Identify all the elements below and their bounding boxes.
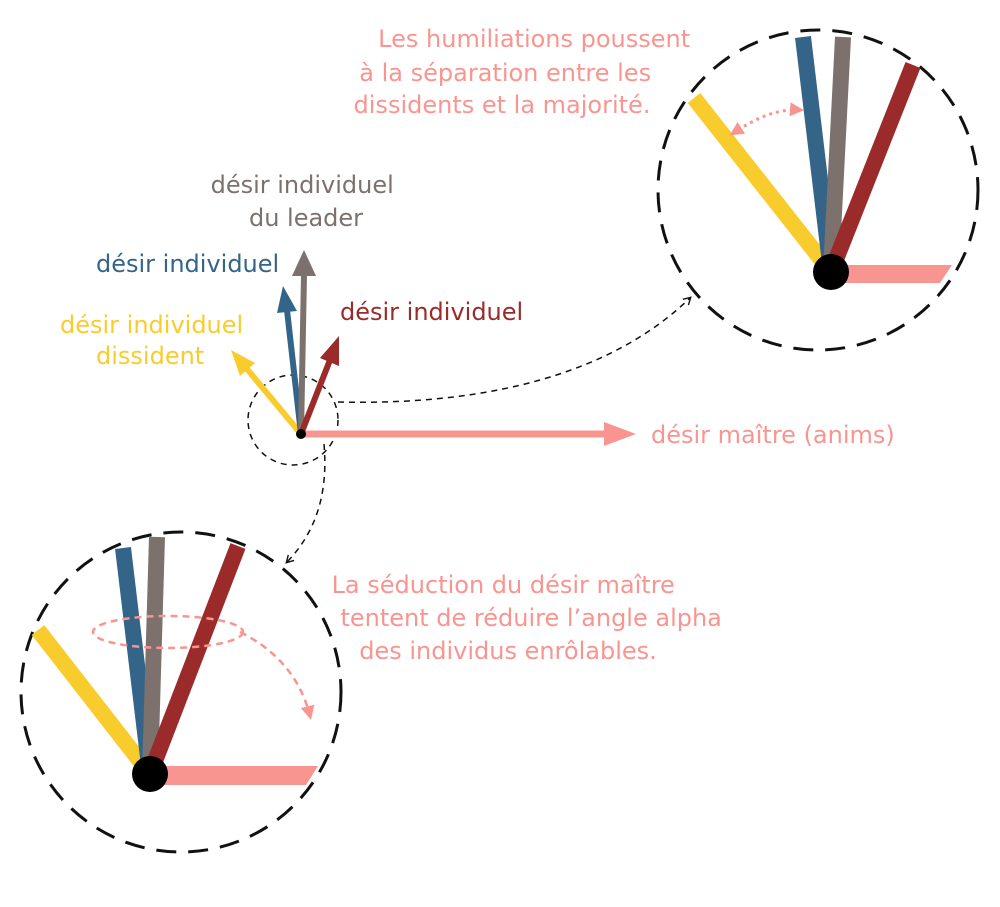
red-desire-label: désir individuel <box>340 298 523 326</box>
blue-desire-label: désir individuel <box>96 250 279 278</box>
connector-to-bottom-circle <box>285 443 326 564</box>
connector-to-top-circle <box>337 296 692 404</box>
vector-labels: désir individuel du leader désir individ… <box>60 171 895 449</box>
central-vectors <box>231 250 636 466</box>
zoom-top-master-bar <box>832 265 952 283</box>
zoom-bottom-leader-bar <box>142 536 165 775</box>
leader-desire-label: désir individuel du leader <box>211 171 402 232</box>
seduction-orbit <box>91 614 245 650</box>
dissident-desire-arrow-shaft <box>244 367 304 436</box>
zoom-seduction <box>19 530 343 854</box>
zoom-bottom-red-bar <box>142 543 246 777</box>
red-desire-arrow-shaft <box>298 358 333 436</box>
annotations: Les humiliations poussent à la séparatio… <box>332 25 730 665</box>
separation-arrow <box>729 102 804 136</box>
zoom-bottom-dissident-bar <box>31 625 157 779</box>
blue-desire-arrowhead <box>277 286 297 313</box>
zoom-bottom-pivot <box>132 756 168 792</box>
leader-desire-arrowhead <box>292 250 316 276</box>
master-desire-arrowhead <box>604 422 636 446</box>
zoom-top-red-bar <box>823 62 921 275</box>
zoom-circle-bottom <box>19 530 343 854</box>
humiliation-annotation: Les humiliations poussent à la séparatio… <box>354 25 698 119</box>
dissident-desire-arrowhead <box>231 350 255 376</box>
zoom-circle-top <box>656 28 980 352</box>
seduction-arrow <box>239 630 315 720</box>
red-desire-arrowhead <box>320 336 339 366</box>
zoom-top-pivot <box>813 254 849 290</box>
zoom-top-leader-bar <box>823 36 851 273</box>
seduction-annotation: La séduction du désir maître tentent de … <box>332 571 730 665</box>
zoom-top-dissident-bar <box>687 93 838 277</box>
zoom-bottom-master-bar <box>150 766 318 785</box>
master-desire-label: désir maître (anims) <box>651 421 895 449</box>
leader-desire-arrow-shaft <box>298 274 307 435</box>
zoom-humiliation <box>656 28 980 352</box>
dissident-desire-label: désir individuel dissident <box>60 311 251 370</box>
center-pivot-dot <box>296 429 306 439</box>
connectors <box>285 296 692 564</box>
